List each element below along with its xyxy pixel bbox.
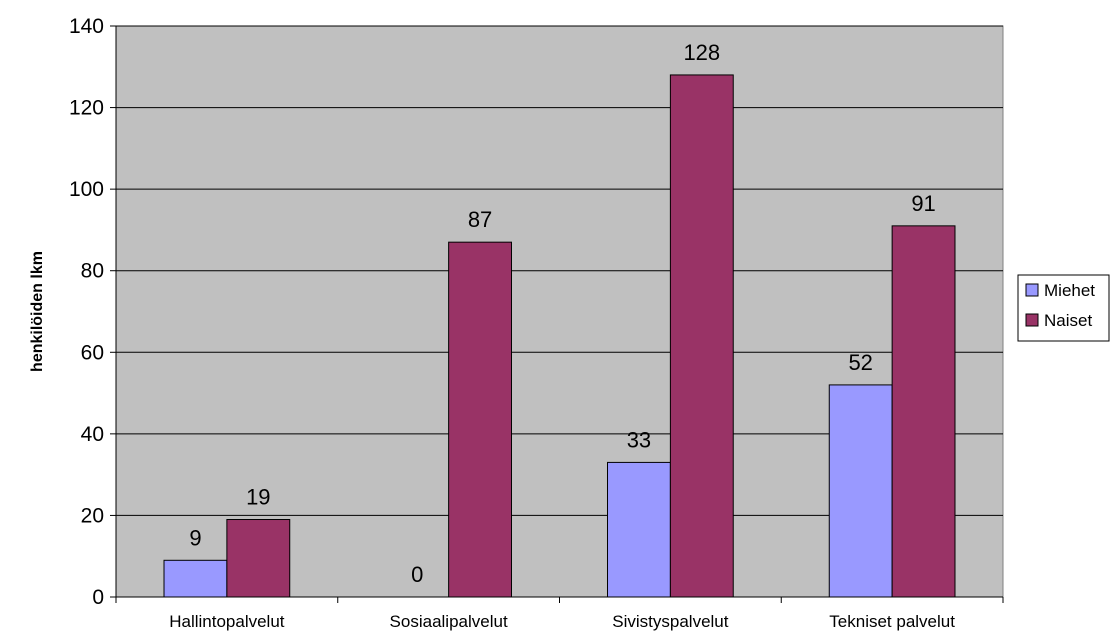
bar-naiset bbox=[448, 241, 512, 598]
legend-swatch-miehet bbox=[1025, 283, 1039, 297]
bars bbox=[163, 74, 956, 598]
y-axis-title: henkilöiden lkm bbox=[29, 251, 46, 372]
bar-miehet bbox=[163, 559, 228, 598]
data-label: 52 bbox=[848, 350, 872, 375]
data-label: 9 bbox=[189, 525, 201, 550]
data-label: 33 bbox=[627, 427, 651, 452]
y-tick-label: 40 bbox=[81, 423, 104, 446]
bar-miehet bbox=[607, 461, 671, 598]
data-labels: 9 19 0 87 33 128 52 91 bbox=[189, 40, 935, 587]
y-tick-label: 0 bbox=[92, 586, 104, 609]
y-tick-label: 120 bbox=[69, 97, 104, 120]
data-label: 19 bbox=[246, 485, 270, 510]
y-tick-label: 60 bbox=[81, 341, 104, 364]
data-label: 128 bbox=[683, 40, 720, 65]
axes: 0 20 40 60 80 100 120 140 Hallintopalvelut Sosiaa… bbox=[69, 15, 1004, 631]
bar-naiset bbox=[891, 225, 956, 598]
data-label: 0 bbox=[411, 562, 423, 587]
y-tick-label: 100 bbox=[69, 178, 104, 201]
x-category-label: Sivistyspalvelut bbox=[612, 612, 728, 631]
y-tick-label: 80 bbox=[81, 260, 104, 283]
data-label: 87 bbox=[468, 207, 492, 232]
y-tick-label: 20 bbox=[81, 504, 104, 527]
legend-swatch-naiset bbox=[1025, 313, 1039, 327]
data-label: 91 bbox=[911, 191, 935, 216]
bar-miehet bbox=[828, 384, 893, 598]
bar-naiset bbox=[669, 74, 734, 598]
y-tick-label: 140 bbox=[69, 15, 104, 38]
bar-naiset bbox=[226, 519, 291, 598]
x-category-label: Sosiaalipalvelut bbox=[390, 612, 508, 631]
legend-label: Naiset bbox=[1044, 311, 1092, 330]
legend-label: Miehet bbox=[1044, 281, 1095, 300]
x-category-label: Tekniset palvelut bbox=[829, 612, 955, 631]
x-category-label: Hallintopalvelut bbox=[169, 612, 285, 631]
legend: Miehet Naiset bbox=[1017, 274, 1110, 342]
